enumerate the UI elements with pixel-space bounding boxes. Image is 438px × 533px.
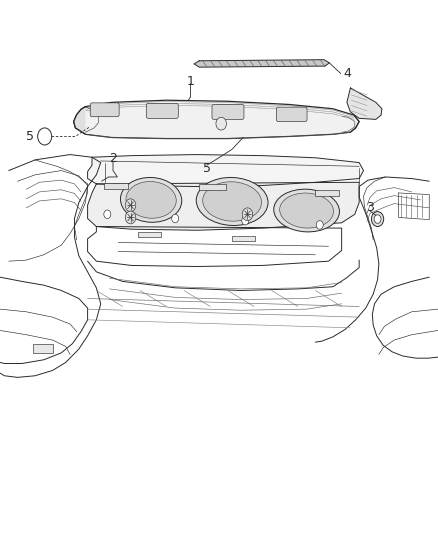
Circle shape bbox=[374, 215, 381, 223]
Text: 5: 5 bbox=[26, 130, 34, 143]
Polygon shape bbox=[194, 60, 329, 67]
Ellipse shape bbox=[126, 182, 176, 218]
Ellipse shape bbox=[203, 182, 261, 221]
Circle shape bbox=[242, 216, 249, 225]
Bar bbox=[104, 183, 128, 189]
Text: 4: 4 bbox=[343, 67, 351, 80]
Circle shape bbox=[371, 212, 384, 227]
Circle shape bbox=[104, 210, 111, 219]
Polygon shape bbox=[33, 344, 53, 353]
Circle shape bbox=[216, 117, 226, 130]
FancyBboxPatch shape bbox=[90, 103, 119, 117]
Circle shape bbox=[316, 221, 323, 229]
Circle shape bbox=[242, 208, 253, 221]
Bar bbox=[138, 232, 161, 237]
Text: 5: 5 bbox=[203, 163, 211, 175]
Polygon shape bbox=[88, 182, 359, 230]
Circle shape bbox=[125, 211, 136, 224]
Ellipse shape bbox=[196, 177, 268, 225]
Text: 3: 3 bbox=[366, 201, 374, 214]
FancyBboxPatch shape bbox=[276, 107, 307, 122]
Circle shape bbox=[172, 214, 179, 223]
Circle shape bbox=[125, 199, 136, 212]
Ellipse shape bbox=[280, 193, 333, 228]
Polygon shape bbox=[74, 100, 359, 139]
Bar bbox=[232, 236, 255, 241]
Polygon shape bbox=[88, 155, 364, 187]
Polygon shape bbox=[74, 107, 85, 134]
FancyBboxPatch shape bbox=[146, 103, 178, 118]
Polygon shape bbox=[347, 88, 382, 119]
Circle shape bbox=[38, 128, 52, 145]
Text: 2: 2 bbox=[109, 152, 117, 165]
Bar bbox=[315, 190, 339, 196]
Ellipse shape bbox=[274, 189, 339, 232]
Bar bbox=[199, 184, 226, 190]
Ellipse shape bbox=[120, 177, 182, 222]
FancyBboxPatch shape bbox=[212, 104, 244, 119]
Text: 1: 1 bbox=[187, 75, 194, 87]
